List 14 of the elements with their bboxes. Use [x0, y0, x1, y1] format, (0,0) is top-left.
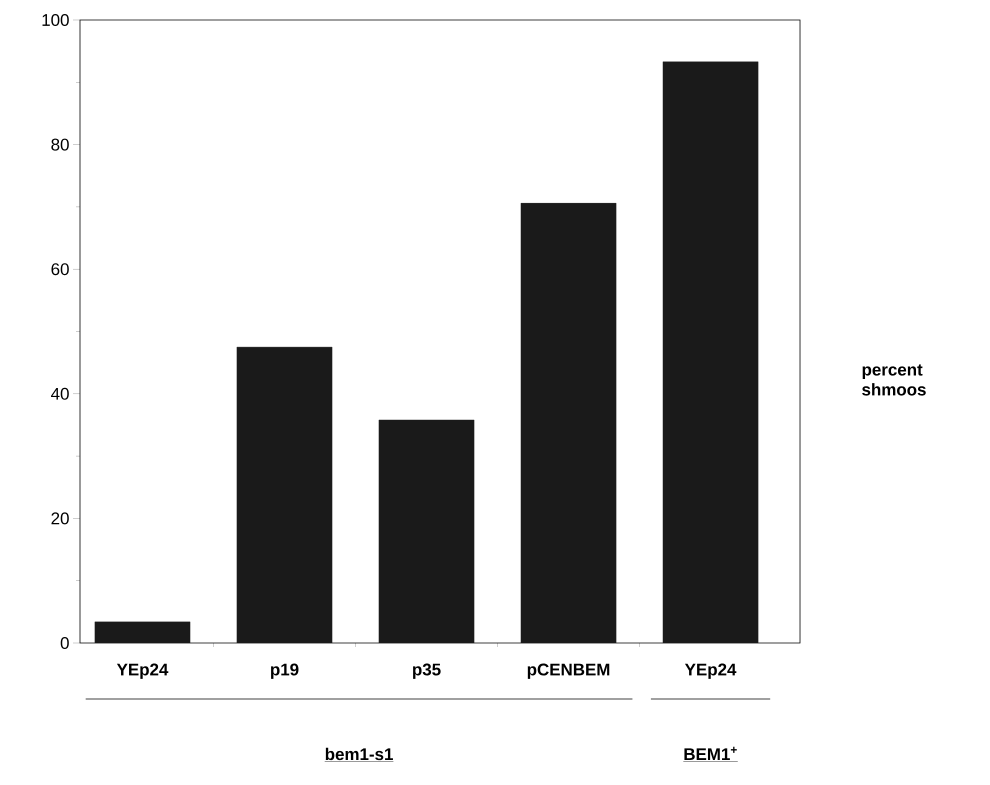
- text: bem1-s1: [326, 748, 393, 760]
- x-tick-label: p19: [271, 664, 298, 679]
- x-tick-label: pCENBEM: [528, 664, 610, 679]
- y-tick-label: 100: [42, 14, 69, 26]
- y-tick-label: 80: [51, 138, 69, 151]
- x-tick-label: YEp24: [684, 664, 736, 679]
- x-tick-label: YEp24: [116, 664, 168, 679]
- y-tick-label: 40: [51, 388, 69, 400]
- y-axis-title: percent shmoos: [862, 364, 926, 396]
- x-tick-label: p35: [413, 664, 441, 679]
- y-tick-label: 20: [52, 512, 69, 524]
- text: BEM1$^{+}$: [684, 746, 737, 760]
- y-tick-label: 0: [60, 637, 69, 649]
- y-tick-label: 60: [52, 263, 69, 276]
